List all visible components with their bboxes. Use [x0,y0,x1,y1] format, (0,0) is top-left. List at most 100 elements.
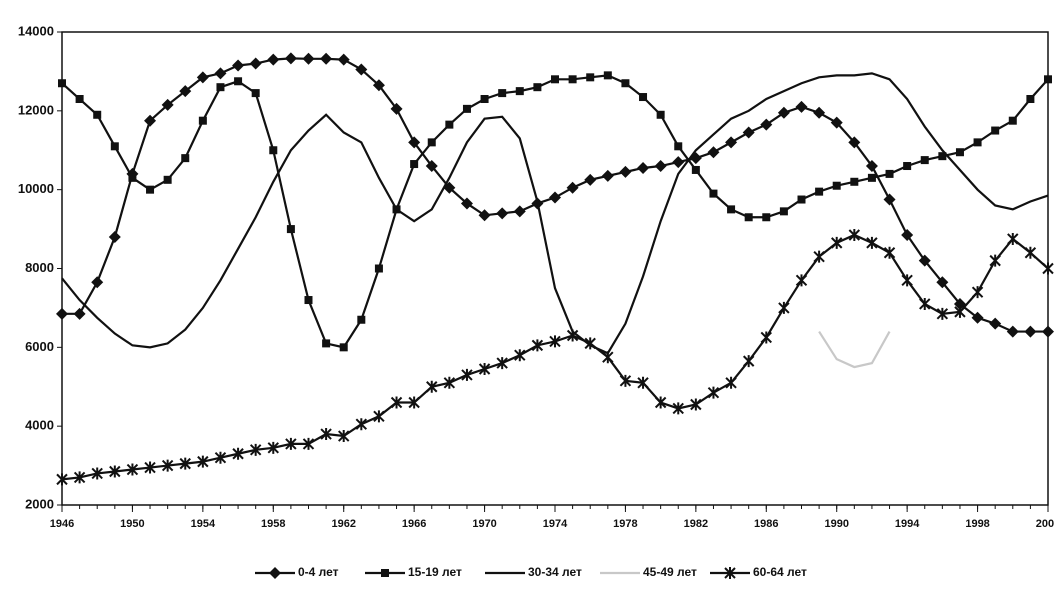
marker [161,459,174,472]
marker [232,447,244,460]
x-tick-label: 1982 [684,518,708,530]
marker [603,71,612,80]
x-tick-label: 1986 [754,518,778,530]
y-tick-label: 12000 [18,102,54,117]
marker [619,374,632,387]
marker [797,195,806,204]
marker [938,152,947,161]
marker [216,83,225,92]
marker [1042,262,1054,275]
marker [936,307,949,320]
marker [742,126,755,139]
marker [73,307,86,320]
marker [443,376,456,389]
legend-marker [724,567,736,579]
legend-label: 0-4 лет [298,565,339,579]
marker [179,457,191,470]
x-tick-label: 1966 [402,518,426,530]
marker [602,351,614,364]
marker [760,331,772,344]
marker [339,343,348,352]
y-tick-label: 2000 [25,496,54,511]
marker [372,79,385,92]
marker [1044,75,1052,84]
marker [408,136,421,149]
marker [126,463,139,476]
marker [709,189,718,198]
x-tick-label: 1978 [613,518,637,530]
marker [390,102,403,115]
marker [954,305,966,318]
marker [426,380,438,393]
marker [284,52,297,65]
marker [918,254,931,267]
marker [198,116,207,125]
marker [181,154,190,163]
marker [91,467,103,480]
marker [531,339,544,352]
marker [232,59,245,72]
marker [73,471,86,484]
x-tick-label: 1958 [261,518,285,530]
marker [56,307,68,320]
marker [831,236,843,249]
marker [707,386,720,399]
series-line [61,233,1049,481]
marker [514,349,526,362]
marker [338,430,350,443]
marker [249,443,262,456]
marker [973,138,982,147]
marker [515,87,524,96]
marker [109,465,121,478]
y-tick-label: 8000 [25,260,54,275]
marker [1042,325,1054,338]
marker [850,177,859,186]
x-tick-label: 1998 [965,518,989,530]
marker [674,142,683,151]
marker [690,398,702,411]
marker [304,296,313,305]
marker [601,169,614,182]
marker [357,315,366,324]
marker [163,175,172,184]
marker [832,181,841,190]
legend-item: 15-19 лет [365,565,462,579]
marker [267,441,279,454]
marker [408,396,420,409]
marker [795,274,808,287]
marker [883,246,896,259]
marker [919,297,931,310]
marker [989,317,1002,330]
marker [322,339,331,348]
marker [302,52,315,65]
marker [234,77,243,86]
marker [867,173,876,182]
marker [498,89,507,98]
marker [989,254,1001,267]
marker [955,148,964,157]
marker [108,230,121,243]
marker [480,95,489,104]
marker [866,236,878,249]
marker [901,228,914,241]
marker [146,185,155,194]
marker [269,146,278,155]
marker [513,205,526,218]
marker [478,363,491,376]
marker [779,207,788,216]
marker [251,89,260,98]
marker [144,461,156,474]
legend-item: 30-34 лет [485,565,582,579]
x-tick-label: 1950 [120,518,144,530]
marker [549,335,561,348]
marker [179,85,192,98]
marker [991,126,1000,135]
legend-marker [381,569,389,577]
marker [689,152,702,165]
marker [848,228,861,241]
y-tick-label: 10000 [18,181,54,196]
marker [815,187,824,196]
x-tick-label: 1990 [824,518,848,530]
marker [373,410,385,423]
marker [128,173,137,182]
